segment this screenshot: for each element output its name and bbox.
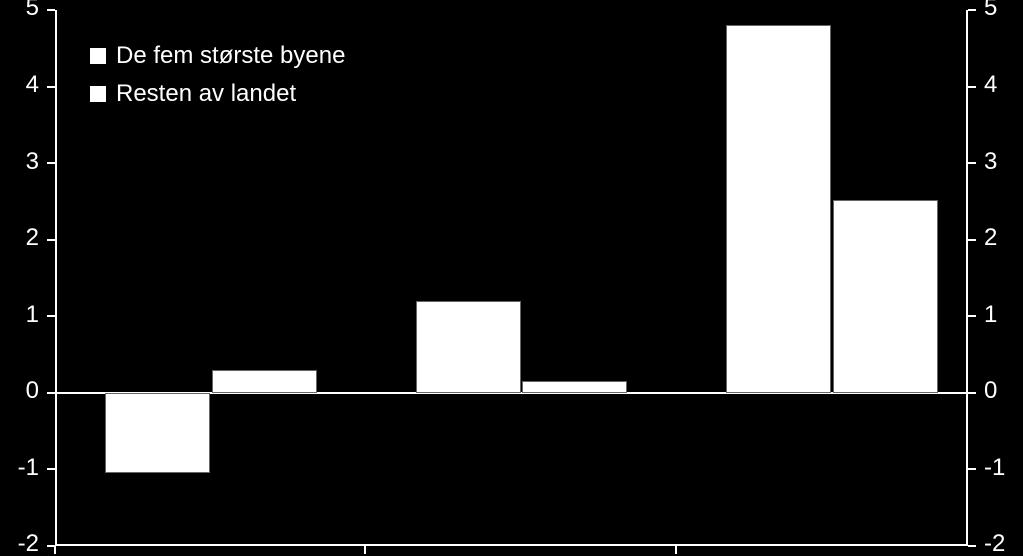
- legend-label: De fem største byene: [116, 42, 345, 70]
- y-tick-label-left: -1: [0, 454, 39, 482]
- y-tick-label-left: -2: [0, 530, 39, 556]
- bar-series-0: [105, 393, 210, 473]
- y-tick-right: [968, 162, 976, 164]
- y-tick-right: [968, 9, 976, 11]
- y-tick-label-right: 4: [984, 71, 997, 99]
- plot-right-border: [966, 10, 968, 546]
- y-tick-left: [47, 239, 55, 241]
- legend-swatch: [90, 86, 106, 102]
- y-tick-label-right: 5: [984, 0, 997, 22]
- y-tick-label-left: 5: [0, 0, 39, 22]
- bar-chart: -2 -2 -1 -1 0 0 1 1 2 2 3 3 4 4 5 5 De fem største byene…: [0, 0, 1023, 556]
- y-tick-right: [968, 468, 976, 470]
- y-tick-right: [968, 545, 976, 547]
- legend-item: Resten av landet: [90, 80, 345, 108]
- bar-series-0: [726, 25, 831, 393]
- y-tick-label-left: 0: [0, 377, 39, 405]
- y-tick-label-right: 1: [984, 301, 997, 329]
- y-tick-right: [968, 239, 976, 241]
- y-tick-left: [47, 315, 55, 317]
- y-tick-label-left: 1: [0, 301, 39, 329]
- y-tick-right: [968, 315, 976, 317]
- y-tick-right: [968, 86, 976, 88]
- bar-series-1: [212, 370, 317, 393]
- y-tick-left: [47, 392, 55, 394]
- y-tick-right: [968, 392, 976, 394]
- bar-series-1: [522, 381, 627, 392]
- legend-swatch: [90, 48, 106, 64]
- x-tick: [675, 546, 677, 554]
- chart-legend: De fem største byene Resten av landet: [90, 42, 345, 118]
- y-tick-label-left: 2: [0, 224, 39, 252]
- y-tick-left: [47, 468, 55, 470]
- x-tick: [54, 546, 56, 554]
- y-tick-left: [47, 86, 55, 88]
- y-tick-left: [47, 162, 55, 164]
- plot-bottom-border: [55, 544, 968, 546]
- plot-left-border: [55, 10, 57, 546]
- y-tick-label-left: 3: [0, 148, 39, 176]
- bar-series-0: [416, 301, 521, 393]
- x-tick: [364, 546, 366, 554]
- y-tick-label-right: -1: [984, 454, 1005, 482]
- bar-series-1: [833, 200, 938, 393]
- legend-item: De fem største byene: [90, 42, 345, 70]
- y-tick-label-left: 4: [0, 71, 39, 99]
- y-tick-left: [47, 9, 55, 11]
- y-tick-label-right: -2: [984, 530, 1005, 556]
- y-tick-label-right: 2: [984, 224, 997, 252]
- y-tick-label-right: 0: [984, 377, 997, 405]
- y-tick-label-right: 3: [984, 148, 997, 176]
- legend-label: Resten av landet: [116, 80, 296, 108]
